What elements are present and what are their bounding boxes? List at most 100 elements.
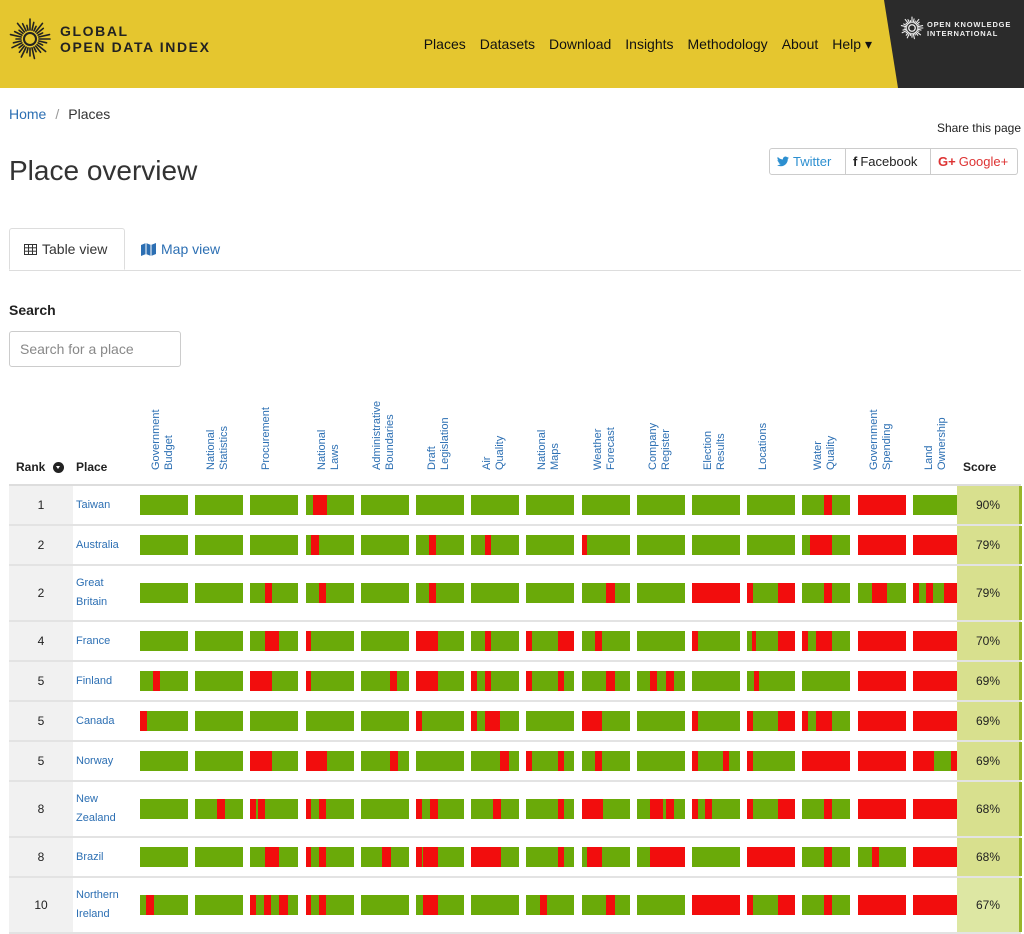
dataset-score-bar[interactable] [582,671,630,691]
place-link[interactable]: Brazil [76,838,138,876]
dataset-score-bar[interactable] [802,895,850,915]
dataset-score-bar[interactable] [471,799,519,819]
dataset-score-bar[interactable] [361,535,409,555]
nav-item-help-dropdown[interactable]: Help ▾ [832,36,872,53]
dataset-score-bar[interactable] [747,751,795,771]
dataset-score-bar[interactable] [747,535,795,555]
dataset-score-bar[interactable] [913,895,961,915]
dataset-score-bar[interactable] [582,535,630,555]
dataset-score-bar[interactable] [250,535,298,555]
dataset-score-bar[interactable] [416,751,464,771]
dataset-score-bar[interactable] [858,631,906,651]
dataset-score-bar[interactable] [526,583,574,603]
dataset-score-bar[interactable] [526,495,574,515]
dataset-score-bar[interactable] [526,711,574,731]
dataset-score-bar[interactable] [913,495,961,515]
dataset-score-bar[interactable] [526,535,574,555]
dataset-score-bar[interactable] [361,631,409,651]
dataset-score-bar[interactable] [195,535,243,555]
dataset-score-bar[interactable] [250,711,298,731]
nav-item-methodology[interactable]: Methodology [688,36,768,53]
dataset-score-bar[interactable] [692,751,740,771]
place-link[interactable]: Taiwan [76,486,138,524]
dataset-score-bar[interactable] [140,583,188,603]
dataset-score-bar[interactable] [306,631,354,651]
dataset-score-bar[interactable] [582,799,630,819]
dataset-score-bar[interactable] [747,631,795,651]
dataset-score-bar[interactable] [582,751,630,771]
dataset-score-bar[interactable] [361,495,409,515]
dataset-score-bar[interactable] [747,799,795,819]
dataset-score-bar[interactable] [526,671,574,691]
dataset-score-bar[interactable] [250,671,298,691]
nav-item-about[interactable]: About [782,36,819,53]
dataset-score-bar[interactable] [306,751,354,771]
dataset-score-bar[interactable] [140,495,188,515]
dataset-score-bar[interactable] [195,711,243,731]
dataset-score-bar[interactable] [913,847,961,867]
twitter-share-button[interactable]: Twitter [769,148,846,175]
dataset-score-bar[interactable] [195,847,243,867]
rank-column-header[interactable]: Rank [16,460,64,474]
dataset-score-bar[interactable] [858,583,906,603]
dataset-score-bar[interactable] [471,751,519,771]
dataset-score-bar[interactable] [361,671,409,691]
dataset-score-bar[interactable] [526,895,574,915]
dataset-score-bar[interactable] [361,751,409,771]
dataset-score-bar[interactable] [913,671,961,691]
dataset-score-bar[interactable] [582,711,630,731]
place-link[interactable]: Australia [76,526,138,564]
dataset-score-bar[interactable] [802,671,850,691]
dataset-score-bar[interactable] [913,583,961,603]
dataset-score-bar[interactable] [582,495,630,515]
dataset-score-bar[interactable] [195,583,243,603]
dataset-score-bar[interactable] [526,799,574,819]
dataset-score-bar[interactable] [471,583,519,603]
dataset-score-bar[interactable] [306,495,354,515]
dataset-score-bar[interactable] [802,751,850,771]
dataset-score-bar[interactable] [195,671,243,691]
dataset-score-bar[interactable] [692,671,740,691]
dataset-score-bar[interactable] [416,847,464,867]
dataset-score-bar[interactable] [416,535,464,555]
google-plus-share-button[interactable]: G+ Google+ [930,148,1018,175]
dataset-score-bar[interactable] [858,711,906,731]
dataset-score-bar[interactable] [858,847,906,867]
dataset-score-bar[interactable] [747,895,795,915]
dataset-score-bar[interactable] [637,535,685,555]
place-link[interactable]: Canada [76,702,138,740]
dataset-score-bar[interactable] [692,847,740,867]
dataset-score-bar[interactable] [526,751,574,771]
dataset-score-bar[interactable] [692,535,740,555]
dataset-score-bar[interactable] [250,895,298,915]
dataset-score-bar[interactable] [471,847,519,867]
dataset-score-bar[interactable] [526,631,574,651]
dataset-score-bar[interactable] [306,583,354,603]
dataset-score-bar[interactable] [858,751,906,771]
dataset-score-bar[interactable] [195,751,243,771]
dataset-score-bar[interactable] [140,895,188,915]
tab-map-view[interactable]: Map view [127,228,234,270]
dataset-score-bar[interactable] [140,799,188,819]
open-knowledge-badge[interactable]: OPEN KNOWLEDGE INTERNATIONAL [884,0,1024,88]
dataset-score-bar[interactable] [140,671,188,691]
nav-item-download[interactable]: Download [549,36,611,53]
dataset-score-bar[interactable] [306,535,354,555]
dataset-score-bar[interactable] [306,711,354,731]
nav-item-places[interactable]: Places [424,36,466,53]
dataset-score-bar[interactable] [637,495,685,515]
dataset-score-bar[interactable] [582,583,630,603]
dataset-score-bar[interactable] [802,847,850,867]
dataset-score-bar[interactable] [416,671,464,691]
search-input[interactable] [9,331,181,367]
dataset-score-bar[interactable] [471,631,519,651]
dataset-score-bar[interactable] [140,631,188,651]
dataset-score-bar[interactable] [692,895,740,915]
dataset-score-bar[interactable] [692,631,740,651]
dataset-score-bar[interactable] [692,495,740,515]
dataset-score-bar[interactable] [250,631,298,651]
dataset-score-bar[interactable] [692,711,740,731]
place-link[interactable]: Finland [76,662,138,700]
dataset-score-bar[interactable] [637,751,685,771]
